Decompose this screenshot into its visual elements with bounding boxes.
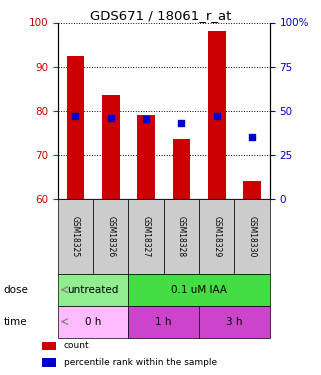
Text: GSM18326: GSM18326 bbox=[106, 216, 115, 257]
Bar bbox=[58, 306, 128, 338]
Bar bbox=[128, 274, 270, 306]
Point bbox=[179, 120, 184, 126]
Text: GSM18327: GSM18327 bbox=[142, 216, 151, 257]
Bar bbox=[58, 274, 128, 306]
Point bbox=[143, 116, 149, 122]
Text: time: time bbox=[3, 316, 27, 327]
Bar bbox=[243, 181, 261, 199]
Bar bbox=[128, 306, 199, 338]
Bar bbox=[199, 306, 270, 338]
Bar bbox=[102, 95, 119, 199]
Bar bbox=[128, 199, 164, 274]
Text: 0 h: 0 h bbox=[85, 316, 101, 327]
Text: count: count bbox=[64, 341, 89, 350]
Bar bbox=[137, 115, 155, 199]
Point bbox=[214, 113, 219, 119]
Bar bbox=[164, 199, 199, 274]
Bar bbox=[199, 199, 234, 274]
Text: untreated: untreated bbox=[67, 285, 119, 295]
Bar bbox=[58, 199, 93, 274]
Bar bbox=[208, 32, 225, 199]
Text: 3 h: 3 h bbox=[226, 316, 243, 327]
Text: 0.1 uM IAA: 0.1 uM IAA bbox=[171, 285, 227, 295]
Text: GDS671 / 18061_r_at: GDS671 / 18061_r_at bbox=[90, 9, 231, 22]
Text: percentile rank within the sample: percentile rank within the sample bbox=[64, 358, 217, 367]
Bar bbox=[67, 56, 84, 199]
Text: dose: dose bbox=[3, 285, 28, 295]
Bar bbox=[42, 358, 56, 367]
Text: GSM18328: GSM18328 bbox=[177, 216, 186, 257]
Bar bbox=[93, 199, 128, 274]
Point bbox=[108, 115, 113, 121]
Text: GSM18330: GSM18330 bbox=[247, 216, 256, 257]
Text: 1 h: 1 h bbox=[155, 316, 172, 327]
Bar bbox=[42, 342, 56, 350]
Text: GSM18325: GSM18325 bbox=[71, 216, 80, 257]
Text: GSM18329: GSM18329 bbox=[212, 216, 221, 257]
Point bbox=[249, 134, 255, 140]
Point bbox=[73, 113, 78, 119]
Bar bbox=[172, 139, 190, 199]
Bar bbox=[234, 199, 270, 274]
